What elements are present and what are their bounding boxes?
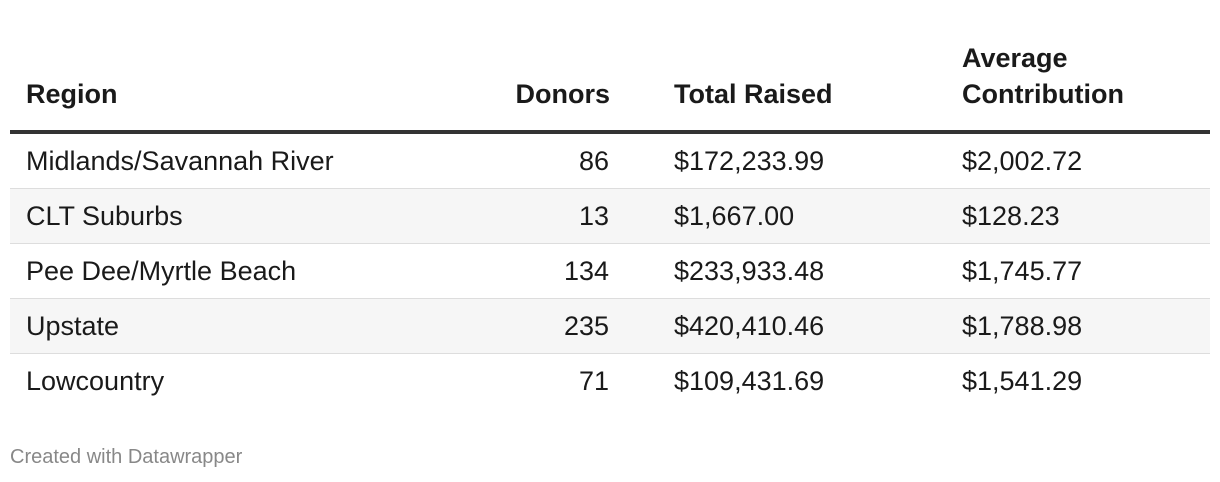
cell-total-raised: $109,431.69	[674, 366, 825, 396]
table-row: Pee Dee/Myrtle Beach 134 $233,933.48 $1,…	[10, 243, 1210, 299]
column-header-donors: Donors	[430, 40, 610, 134]
column-header-total-raised: Total Raised	[610, 40, 898, 134]
cell-total-raised: $1,667.00	[610, 188, 898, 244]
table-body: Midlands/Savannah River 86 $172,233.99 $…	[10, 132, 1210, 408]
cell-donors: 134	[430, 243, 610, 299]
data-table: Region Donors Total Raised Average Contri…	[10, 40, 1210, 408]
cell-average-contribution: $1,745.77	[898, 243, 1210, 299]
cell-region: CLT Suburbs	[10, 188, 430, 244]
cell-total-raised: $420,410.46	[610, 298, 898, 354]
table-row: Midlands/Savannah River 86 $172,233.99 $…	[10, 132, 1210, 189]
header-avg-line2: Contribution	[962, 79, 1124, 109]
table-header: Region Donors Total Raised Average Contri…	[10, 40, 1210, 134]
cell-region: Lowcountry	[26, 366, 165, 396]
table-row: Lowcountry 71 $109,431.69 $1,541.29	[10, 354, 1210, 409]
datawrapper-credit[interactable]: Created with Datawrapper	[10, 446, 243, 468]
cell-donors: 13	[430, 188, 610, 244]
cell-average-contribution: $1,541.29	[962, 366, 1083, 396]
data-table-container: Region Donors Total Raised Average Contri…	[10, 40, 1210, 408]
cell-total-raised: $233,933.48	[610, 243, 898, 299]
cell-region: Pee Dee/Myrtle Beach	[10, 243, 430, 299]
cell-average-contribution: $2,002.72	[898, 132, 1210, 189]
header-row: Region Donors Total Raised Average Contri…	[10, 40, 1210, 134]
cell-region: Upstate	[10, 298, 430, 354]
cell-average-contribution: $1,788.98	[898, 298, 1210, 354]
table-row: CLT Suburbs 13 $1,667.00 $128.23	[10, 188, 1210, 244]
cell-donors: 71	[578, 366, 609, 396]
cell-region: Midlands/Savannah River	[10, 132, 430, 189]
column-header-region: Region	[10, 40, 430, 134]
cell-donors: 235	[430, 298, 610, 354]
cell-average-contribution: $128.23	[898, 188, 1210, 244]
header-avg-line1: Average	[962, 43, 1068, 73]
cell-total-raised: $172,233.99	[610, 132, 898, 189]
cell-donors: 86	[430, 132, 610, 189]
table-row: Upstate 235 $420,410.46 $1,788.98	[10, 298, 1210, 354]
column-header-average-contribution: Average Contribution	[898, 40, 1210, 134]
